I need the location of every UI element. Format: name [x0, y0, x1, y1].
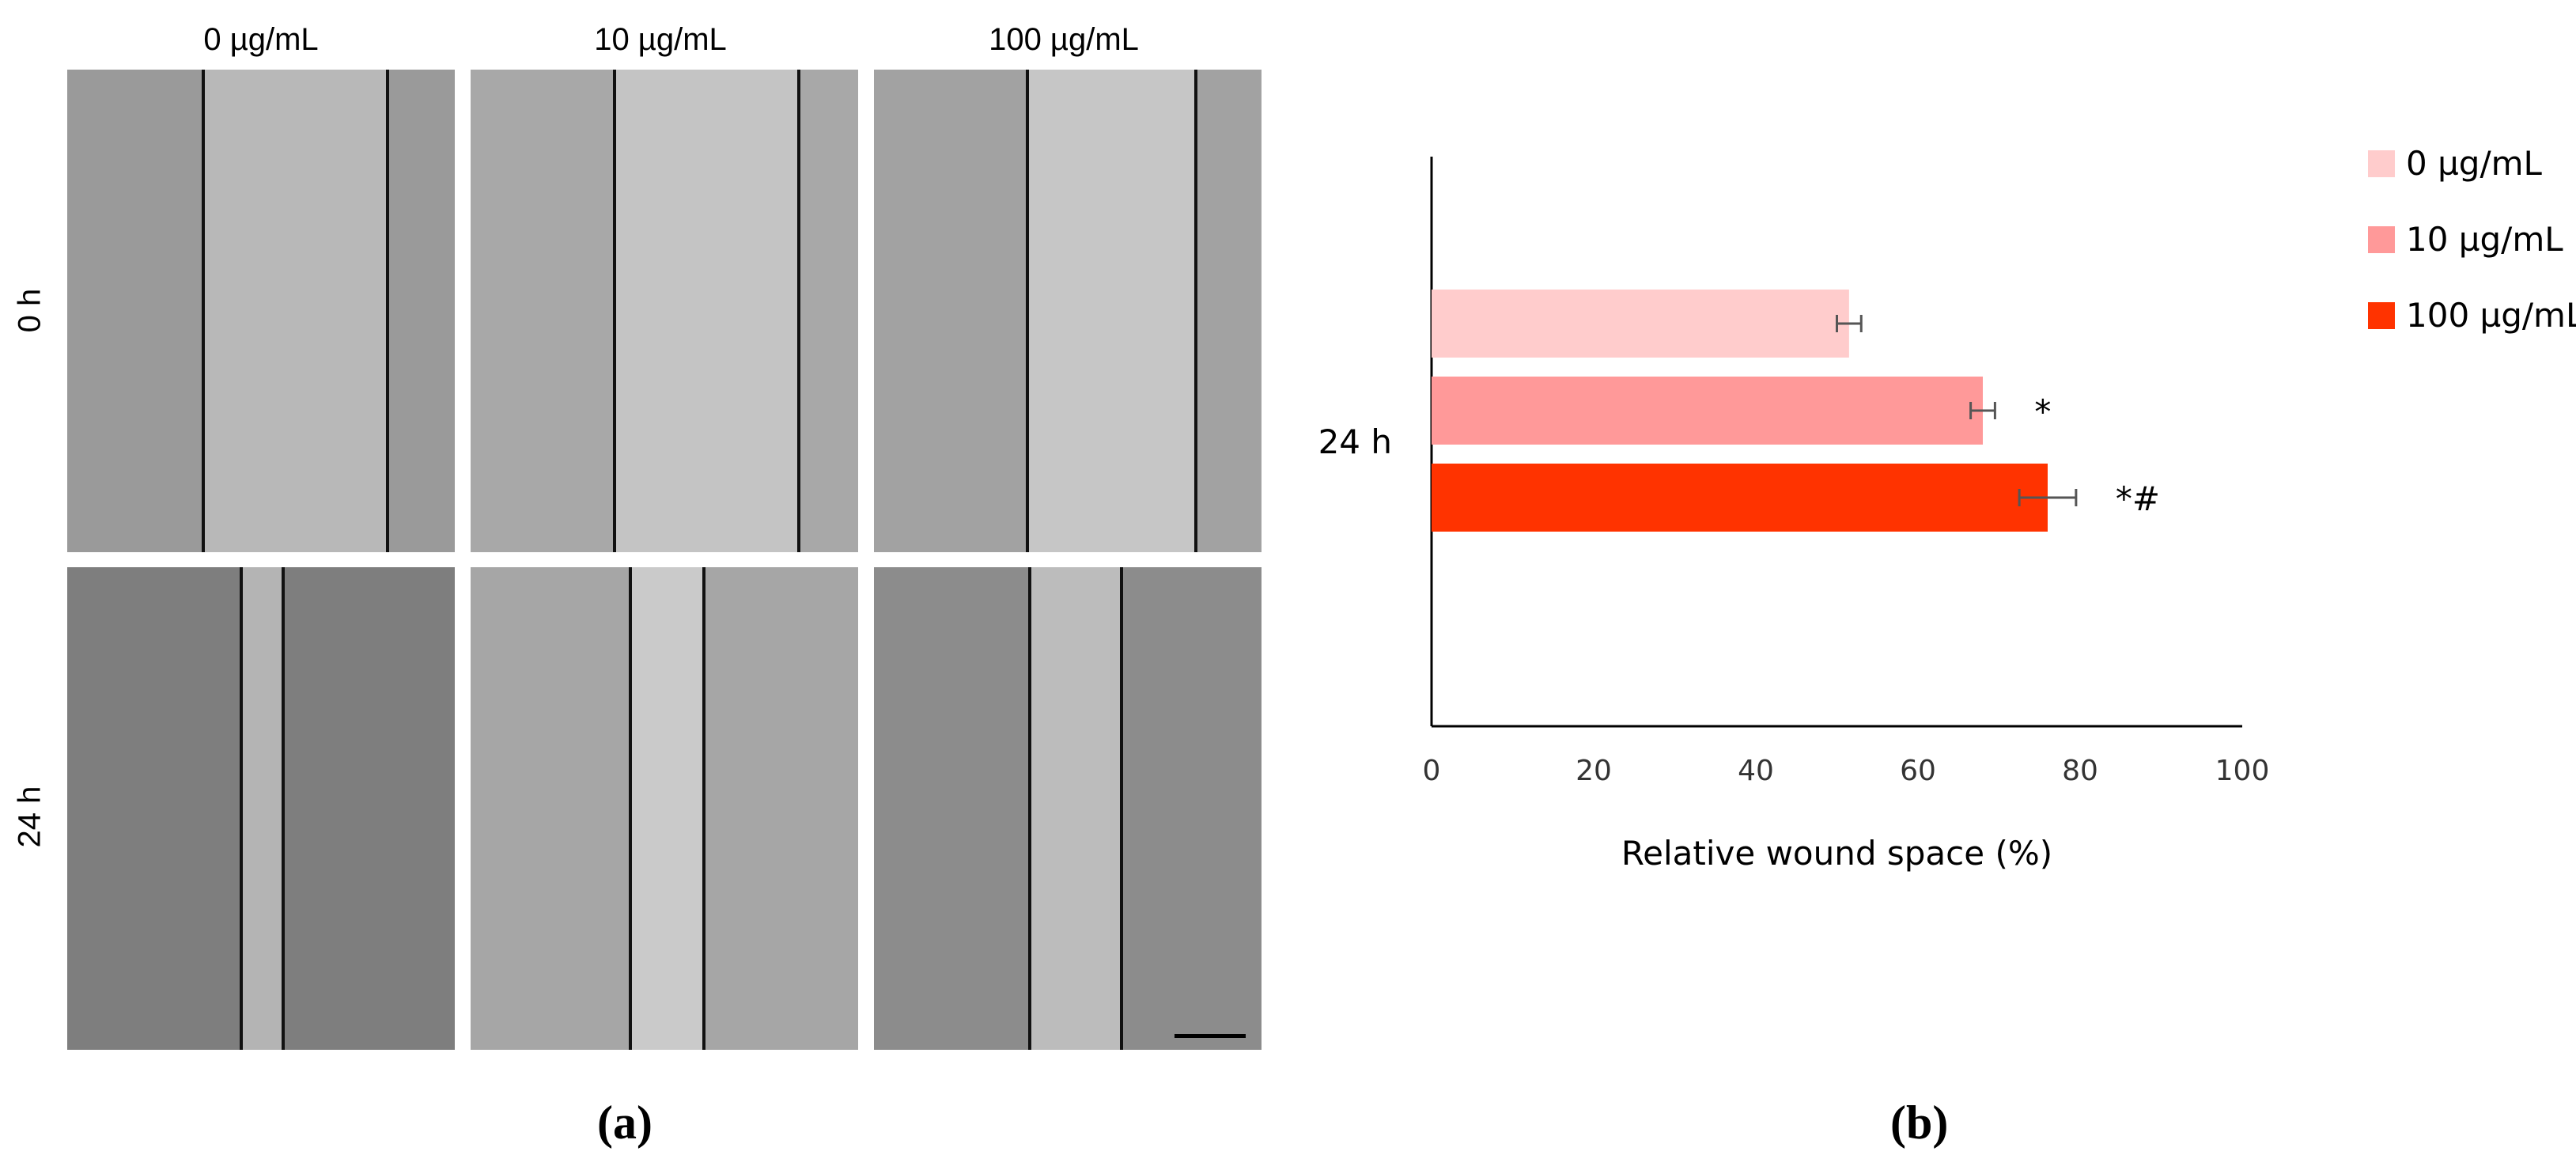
chart-panel: 0 20 40 60 80 100 Relative wound space (%) 24 h…	[1297, 0, 2576, 1174]
x-axis-label: Relative wound space (%)	[1621, 834, 2052, 873]
x-tick-label-1: 20	[1575, 755, 1612, 787]
micrograph-0h-0ug	[67, 70, 455, 552]
x-tick-label-3: 60	[1900, 755, 1936, 787]
column-label-1: 10 µg/mL	[594, 22, 727, 57]
significance-label-1: *	[2034, 392, 2051, 431]
row-label-0h: 0 h	[12, 288, 47, 333]
legend-swatch-1	[2368, 226, 2395, 253]
row-label-24h: 24 h	[12, 786, 47, 848]
micrograph-24h-0ug	[67, 567, 455, 1050]
bar-0	[1432, 290, 1849, 358]
micrograph-panel: 0 µg/mL 10 µg/mL 100 µg/mL 0 h 24 h (a)	[0, 0, 1281, 1174]
legend-swatch-2	[2368, 302, 2395, 329]
category-label-0: 24 h	[1318, 422, 1392, 461]
micrograph-24h-100ug	[874, 567, 1262, 1050]
x-tick-label-5: 100	[2215, 755, 2270, 787]
micrograph-0h-10ug	[471, 70, 858, 552]
bar-2	[1432, 464, 2048, 532]
bar-1	[1432, 377, 1983, 445]
panel-a-label: (a)	[597, 1096, 653, 1149]
column-label-2: 100 µg/mL	[989, 22, 1139, 57]
legend-label-0: 0 µg/mL	[2406, 144, 2543, 183]
column-label-0: 0 µg/mL	[203, 22, 319, 57]
micrograph-24h-10ug	[471, 567, 858, 1050]
legend-label-1: 10 µg/mL	[2406, 220, 2563, 259]
legend-label-2: 100 µg/mL	[2406, 296, 2576, 335]
x-tick-label-4: 80	[2062, 755, 2098, 787]
significance-label-2: *#	[2116, 479, 2160, 518]
legend-swatch-0	[2368, 150, 2395, 177]
panel-b-label: (b)	[1890, 1096, 1949, 1149]
x-tick-label-0: 0	[1423, 755, 1441, 787]
scale-bar	[1175, 1034, 1246, 1038]
micrograph-0h-100ug	[874, 70, 1262, 552]
bar-chart: 0 20 40 60 80 100 Relative wound space (%) 24 h…	[1318, 144, 2576, 873]
x-tick-label-2: 40	[1738, 755, 1774, 787]
